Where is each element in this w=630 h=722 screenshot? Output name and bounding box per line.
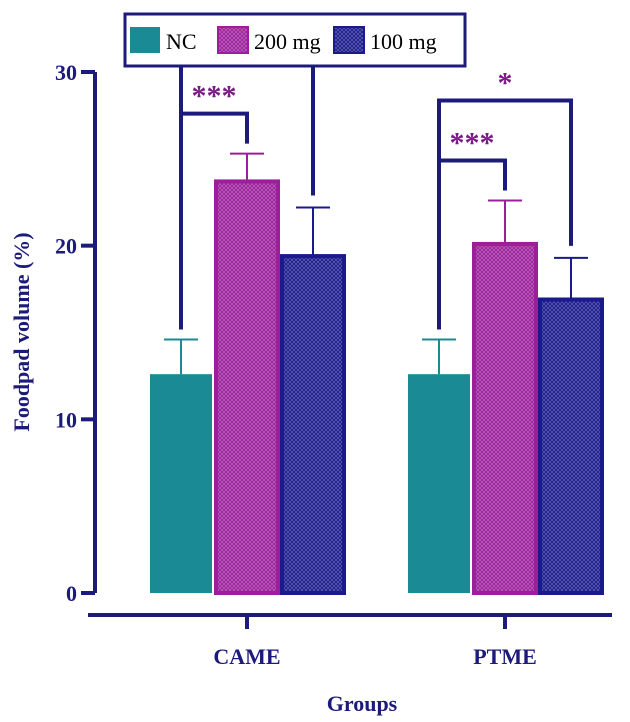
legend-swatch-100-mg (333, 26, 365, 54)
significance-label-ptme-3: *** (450, 127, 495, 160)
bar-ptme-nc (408, 374, 470, 593)
x-tick-label-ptme: PTME (473, 644, 537, 669)
y-tick-label-10: 10 (55, 407, 77, 432)
bar-came-nc (150, 374, 212, 593)
legend-label-nc: NC (166, 29, 197, 54)
y-tick-label-20: 20 (55, 234, 77, 259)
legend-swatch-nc (130, 27, 160, 53)
bar-ptme-200-mg (472, 241, 538, 595)
legend-label-100-mg: 100 mg (370, 29, 437, 54)
legend-swatch-200-mg (217, 26, 249, 54)
y-tick-label-0: 0 (66, 581, 77, 606)
bar-came-100-mg (280, 254, 346, 595)
y-tick-label-30: 30 (55, 60, 77, 85)
y-axis-label: Foodpad volume (%) (9, 232, 34, 431)
bar-ptme-100-mg (538, 297, 604, 595)
bar-came-200-mg (214, 179, 280, 595)
legend-label-200-mg: 200 mg (254, 29, 321, 54)
legend: NC 200 mg 100 mg (123, 12, 467, 68)
x-tick-label-came: CAME (213, 644, 280, 669)
significance-label-ptme-4: * (498, 67, 513, 100)
significance-bracket-ptme-4 (437, 98, 573, 330)
x-axis-label: Groups (327, 691, 398, 716)
significance-label-came-1: *** (192, 80, 237, 113)
legend-box (123, 12, 467, 68)
